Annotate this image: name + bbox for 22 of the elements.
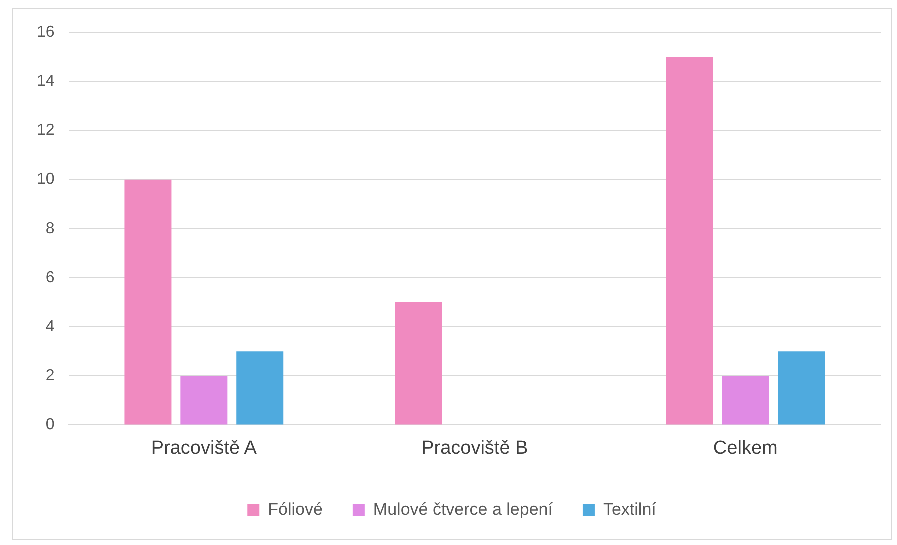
bar [722, 376, 770, 425]
y-tick-label: 0 [46, 416, 55, 434]
y-tick-label: 8 [46, 220, 55, 238]
x-tick-label: Celkem [713, 438, 778, 459]
x-tick-label: Pracoviště A [151, 438, 258, 459]
legend-label: Textilní [603, 500, 657, 520]
bar [778, 352, 826, 425]
y-tick-label: 4 [46, 318, 55, 336]
bar [666, 57, 714, 425]
y-tick-label: 12 [37, 122, 55, 140]
x-tick-label: Pracoviště B [422, 438, 528, 459]
y-tick-label: 6 [46, 269, 55, 286]
y-tick-label: 14 [37, 73, 55, 90]
legend-label: Fóliové [268, 500, 323, 520]
y-tick-label: 10 [37, 171, 55, 188]
bar [124, 180, 172, 425]
y-tick-label: 2 [46, 368, 55, 385]
bar [236, 352, 284, 425]
bar [180, 376, 228, 425]
legend-label: Mulové čtverce a lepení [373, 500, 554, 520]
bar [395, 302, 442, 425]
y-tick-label: 16 [37, 24, 55, 42]
